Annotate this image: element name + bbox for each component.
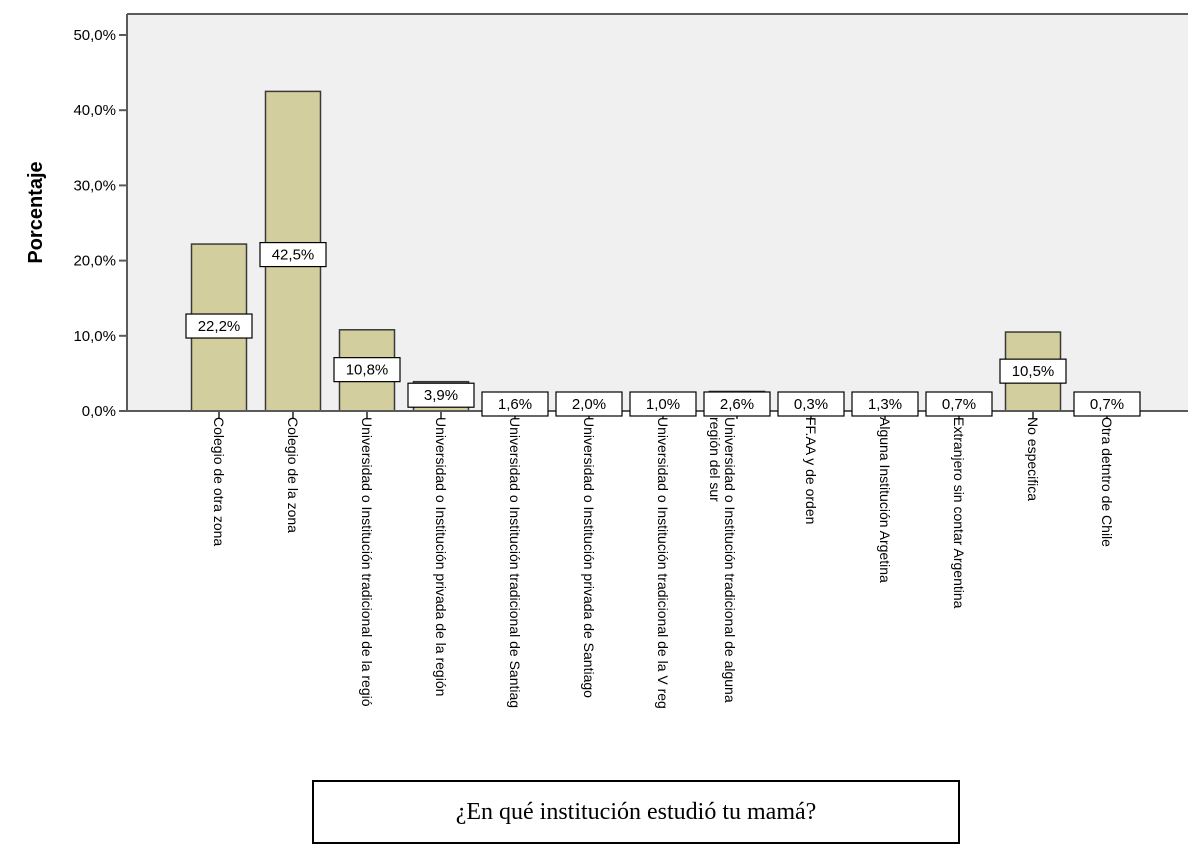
data-label-box <box>851 391 919 417</box>
data-label: 42,5% <box>272 247 315 264</box>
data-label-box <box>407 382 475 408</box>
data-label-box <box>185 313 253 339</box>
data-label-box <box>333 357 401 383</box>
data-label: 22,2% <box>198 318 241 335</box>
data-label-box <box>555 391 623 417</box>
data-label-box <box>259 241 327 268</box>
data-label-box <box>777 391 845 417</box>
y-tick-label: 50,0% <box>73 27 116 44</box>
x-category-label: Universidad o Institución privada de la … <box>433 417 449 696</box>
data-label: 10,8% <box>346 362 389 379</box>
x-category-label: Colegio de la zona <box>285 417 301 533</box>
data-label: 3,9% <box>424 387 458 404</box>
chart-caption: ¿En qué institución estudió tu mamá? <box>312 780 960 844</box>
x-category-label: Universidad o Institución tradicional de… <box>655 417 671 709</box>
data-label: 0,7% <box>942 396 976 413</box>
data-label: 2,6% <box>720 396 754 413</box>
x-category-label: Universidad o Institución tradicional de… <box>507 417 523 708</box>
y-tick-label: 10,0% <box>73 328 116 345</box>
data-label-box <box>703 391 771 417</box>
x-category-label: FF.AA y de orden <box>803 417 819 524</box>
x-category-label: Universidad o Institución tradicional de… <box>359 417 375 707</box>
y-tick-label: 20,0% <box>73 253 116 270</box>
y-axis-label: Porcentaje <box>25 161 47 263</box>
data-label: 0,3% <box>794 396 828 413</box>
data-label: 1,0% <box>646 396 680 413</box>
data-label-box <box>999 358 1067 384</box>
x-category-label: Universidad o Institución tradicional de… <box>707 417 738 703</box>
data-label-box <box>925 391 993 417</box>
data-label: 0,7% <box>1090 396 1124 413</box>
data-label-box <box>1073 391 1141 417</box>
x-category-label: Otra detntro de Chile <box>1099 417 1115 547</box>
y-tick-label: 0,0% <box>82 403 116 420</box>
data-label: 2,0% <box>572 396 606 413</box>
data-label-box <box>629 391 697 417</box>
data-label: 10,5% <box>1012 363 1055 380</box>
data-label: 1,3% <box>868 396 902 413</box>
x-category-label: No especifica <box>1025 417 1041 501</box>
y-tick-label: 40,0% <box>73 102 116 119</box>
data-label-box <box>481 391 549 417</box>
x-category-label: Extranjero sin contar Argentina <box>951 417 967 609</box>
x-category-label: Universidad o Institución privada de San… <box>581 417 597 698</box>
x-category-label: Alguna Institución Argetina <box>877 417 893 583</box>
data-label: 1,6% <box>498 396 532 413</box>
x-category-label: Colegio de otra zona <box>211 417 227 546</box>
y-tick-label: 30,0% <box>73 177 116 194</box>
